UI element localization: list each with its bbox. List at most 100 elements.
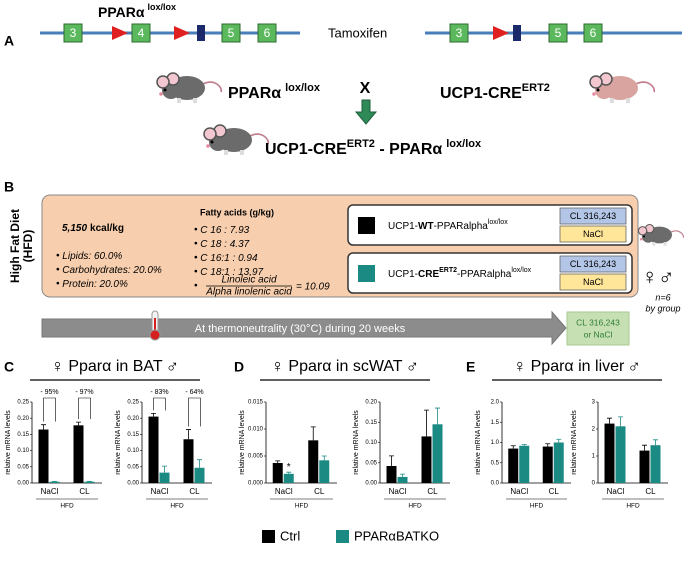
energy-unit: kcal/kg (90, 223, 124, 234)
sex-symbol: ♂ (406, 356, 420, 376)
group-sup: lox/lox (511, 267, 531, 274)
y-tick-label: 0.20 (17, 416, 29, 422)
mouse-right-label: UCP1-CREERT2 (440, 82, 550, 102)
group-label: HFD (626, 503, 640, 510)
error-bar (556, 439, 561, 442)
sex-symbol: ♀ (51, 356, 65, 376)
y-tick-label: 0.00 (365, 481, 377, 487)
y-tick-label: 0.00 (17, 481, 29, 487)
x-tick-label: CL (189, 487, 200, 496)
fatty-acid-item: C 16 : 7.93 (200, 225, 249, 236)
mouse-icon (204, 125, 268, 155)
group-label: HFD (295, 503, 309, 510)
mouse-name: - PPARα (375, 141, 442, 158)
gene-name: PPARα (98, 4, 145, 20)
composition: • Protein: 20.0% (56, 279, 128, 290)
y-tick-label: 0 (592, 481, 596, 487)
mouse-sup: ERT2 (522, 82, 550, 94)
mouse-sup: lox/lox (446, 138, 482, 150)
x-tick-label: CL (549, 487, 560, 496)
error-bar (424, 410, 429, 436)
y-tick-label: 1.5 (491, 420, 500, 426)
y-axis-label: relative mRNA levels (239, 410, 246, 475)
error-bar (642, 445, 647, 450)
bar (195, 468, 205, 483)
x-tick-label: CL (314, 487, 325, 496)
composition: • Lipids: 60.0% (56, 251, 122, 262)
bar-chart: relative mRNA levels0.0000.0050.0100.015… (239, 400, 337, 510)
composition: • Carbohydrates: 20.0% (56, 265, 162, 276)
y-tick-label: 0.25 (17, 400, 29, 406)
title-text: Pparα in liver (531, 358, 625, 375)
fatty-acid: • C 16:1 : 0.94 (194, 253, 258, 264)
bar (433, 424, 443, 483)
y-tick-label: 0.20 (365, 400, 377, 406)
bullet: • (194, 281, 198, 292)
exon-label: 4 (138, 26, 145, 40)
error-bar (400, 474, 405, 477)
bar (184, 439, 194, 483)
y-axis-label: relative mRNA levels (5, 410, 12, 475)
bar (387, 466, 397, 483)
x-tick-label: NaCl (275, 487, 293, 496)
n-label: by group (645, 303, 680, 313)
error-bar (607, 418, 612, 423)
legend-label: PPARαBATKO (354, 528, 439, 543)
group-swatch (358, 265, 375, 282)
y-tick-label: 0.015 (248, 400, 264, 406)
y-tick-label: 0.15 (17, 432, 29, 438)
error-bar (522, 445, 527, 446)
bar (543, 447, 553, 483)
y-tick-label: 0.05 (127, 464, 139, 470)
error-bar (435, 408, 440, 424)
x-tick-label: NaCl (510, 487, 528, 496)
energy-value: 5,150 (62, 223, 87, 234)
x-tick-label: NaCl (607, 487, 625, 496)
error-bar (618, 417, 623, 426)
mouse-name: UCP1-CRE (265, 141, 347, 158)
annotation: - 83% (150, 389, 168, 396)
bar (74, 425, 84, 483)
exon-label: 5 (555, 26, 562, 40)
sex-symbols: ♀♂ (642, 264, 675, 289)
diet: High Fat Diet (8, 209, 22, 283)
sex-symbol: ♂ (166, 356, 180, 376)
error-bar (311, 427, 316, 441)
mouse-name: UCP1-CRE (440, 85, 522, 102)
group-label: HFD (530, 503, 544, 510)
group-sup: lox/lox (488, 219, 508, 226)
annotation-bracket (44, 398, 56, 422)
y-tick-label: 0.000 (248, 481, 264, 487)
bar (508, 449, 518, 483)
bar (308, 440, 318, 483)
error-bar (511, 446, 516, 449)
mouse-icon (638, 225, 683, 246)
mouse-icon (590, 73, 654, 103)
y-tick-label: 3 (592, 400, 596, 406)
x-tick-label: CL (427, 487, 438, 496)
treatment-label: CL 316,243 (570, 211, 616, 221)
error-bar (545, 444, 550, 447)
composition-item: Protein: 20.0% (62, 279, 128, 290)
diet-abbr: (HFD) (21, 230, 35, 263)
panel-title: ♀Pparα in scWAT♂ (271, 356, 419, 376)
y-tick-label: 0.5 (491, 460, 500, 466)
y-tick-label: 0.05 (365, 460, 377, 466)
bar (273, 463, 283, 483)
bar (85, 482, 95, 483)
ratio-value: = 10.09 (296, 282, 330, 293)
group-swatch (358, 217, 375, 234)
bar (50, 482, 60, 483)
injection-label: or NaCl (584, 329, 613, 339)
significance-mark: * (287, 462, 291, 473)
panel-label: B (4, 179, 14, 195)
panel-title: ♀Pparα in BAT♂ (51, 356, 179, 376)
group-prefix: UCP1- (388, 269, 418, 280)
fatty-acids-title: Fatty acids (g/kg) (200, 207, 274, 217)
annotation-bracket (79, 398, 91, 419)
y-tick-label: 0.05 (17, 464, 29, 470)
